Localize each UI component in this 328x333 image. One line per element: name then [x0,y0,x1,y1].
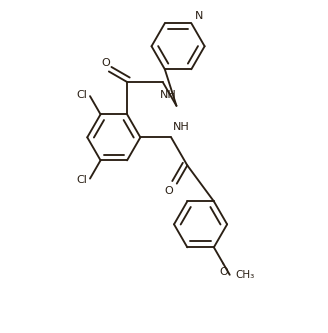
Text: Cl: Cl [76,175,88,185]
Text: O: O [219,267,228,277]
Text: O: O [164,186,173,196]
Text: CH₃: CH₃ [236,270,255,280]
Text: N: N [195,11,203,21]
Text: O: O [101,58,110,68]
Text: NH: NH [173,122,190,132]
Text: Cl: Cl [76,90,88,100]
Text: NH: NH [159,90,176,100]
